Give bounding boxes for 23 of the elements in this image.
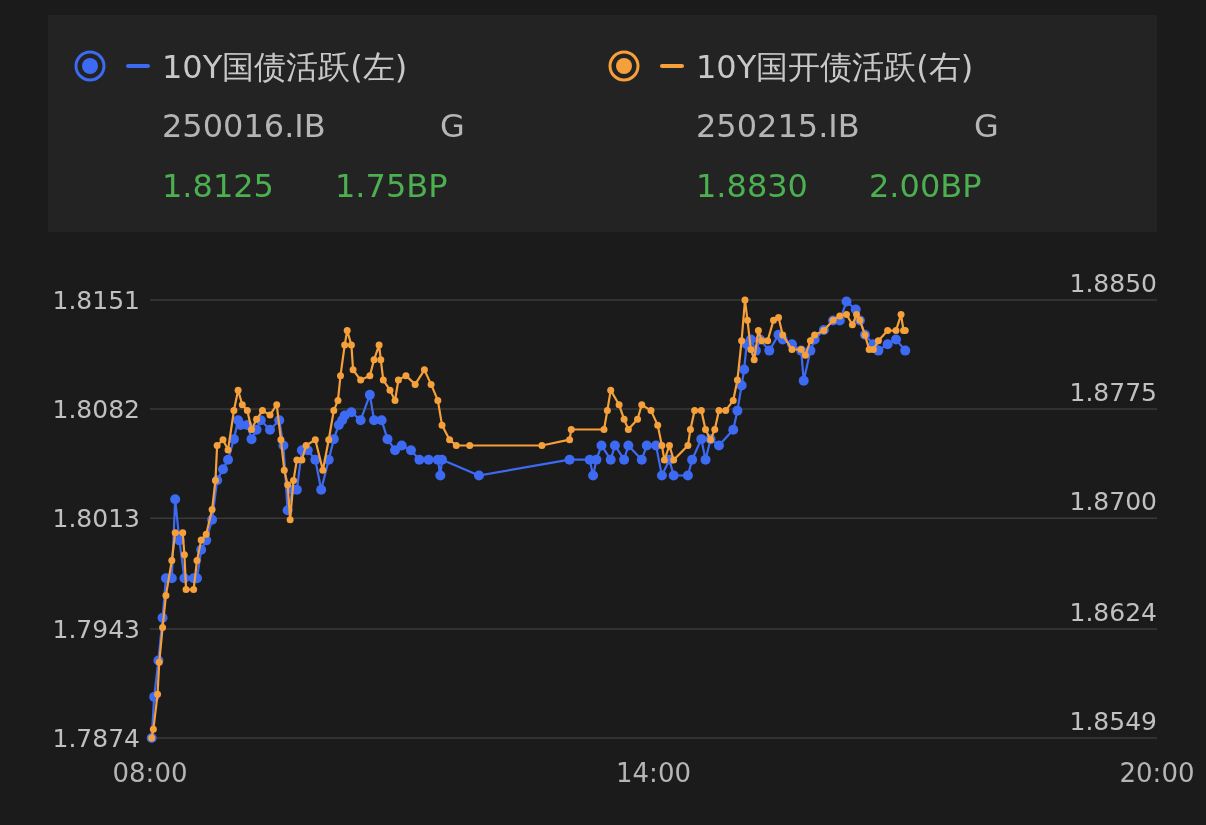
text: 1.8830 <box>696 167 808 205</box>
text: 250016.IB <box>162 107 326 145</box>
text: 1.8125 <box>162 167 274 205</box>
y-tick-label: 1.7943 <box>52 614 140 644</box>
y-tick-label: 1.8082 <box>52 395 140 425</box>
y2-tick-label: 1.8549 <box>1069 707 1157 736</box>
y-tick-label: 1.7874 <box>52 724 140 753</box>
y2-tick-label: 1.8700 <box>1069 487 1157 517</box>
x-tick-label: 20:00 <box>1119 758 1195 788</box>
y2-tick-label: 1.8775 <box>1069 378 1157 408</box>
x-tick-label: 14:00 <box>616 758 691 788</box>
x-tick-label: 08:00 <box>112 758 188 788</box>
text: 2.00BP <box>869 167 982 205</box>
text: G <box>974 107 999 145</box>
y2-tick-label: 1.8850 <box>1069 269 1157 298</box>
y-tick-label: 1.8013 <box>52 504 140 534</box>
text: 1.75BP <box>335 167 448 205</box>
y2-tick-label: 1.8624 <box>1069 597 1157 627</box>
legend-label: 10Y国开债活跃(右) <box>696 48 974 86</box>
text: 250215.IB <box>696 107 860 145</box>
text: G <box>440 107 465 145</box>
y-tick-label: 1.8151 <box>52 286 140 315</box>
legend-label: 10Y国债活跃(左) <box>162 48 408 86</box>
